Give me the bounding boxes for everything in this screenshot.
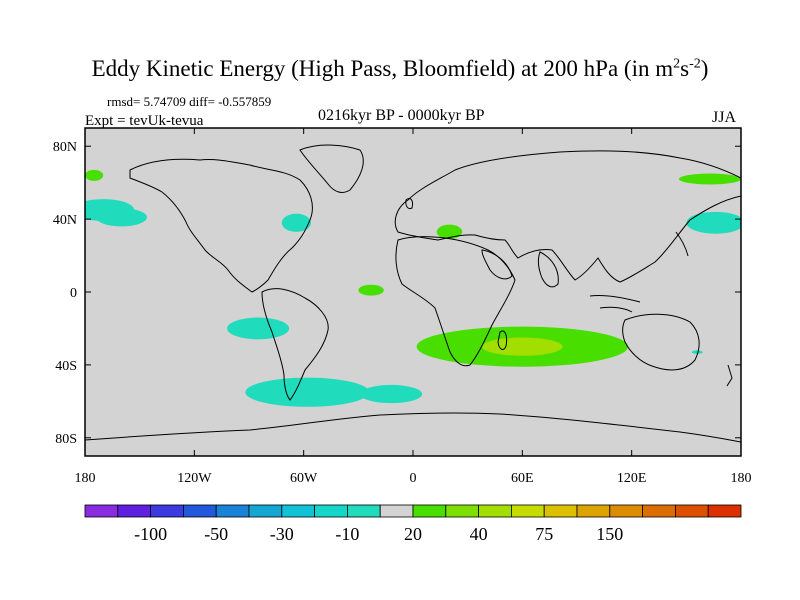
anomaly-region-scandinavia-west bbox=[85, 169, 104, 181]
colorbar-label: 40 bbox=[470, 524, 488, 544]
x-tick-label: 60E bbox=[511, 471, 534, 486]
colorbar-box bbox=[117, 504, 152, 518]
stats-label: rmsd= 5.74709 diff= -0.557859 bbox=[107, 94, 272, 109]
colorbar bbox=[84, 504, 742, 518]
anomaly-region-drake-passage bbox=[245, 377, 370, 407]
colorbar-box bbox=[84, 504, 119, 518]
anomaly-region-south-atlantic bbox=[360, 384, 423, 404]
colorbar-label: 150 bbox=[596, 524, 623, 544]
colorbar-box bbox=[445, 504, 479, 518]
colorbar-box bbox=[675, 504, 709, 518]
anomaly-region-north-atlantic-east-arc bbox=[95, 208, 147, 227]
colorbar-label: 20 bbox=[404, 524, 422, 544]
y-tick-label: 80S bbox=[55, 432, 77, 447]
colorbar-label: -30 bbox=[270, 524, 294, 544]
colorbar-label: 75 bbox=[535, 524, 553, 544]
anomaly-region-australia-east bbox=[691, 350, 703, 354]
title-sup-2: -2 bbox=[689, 56, 701, 72]
anomaly-region-southern-ocean-indian-inner bbox=[482, 337, 563, 356]
colorbar-box bbox=[248, 504, 283, 518]
anomaly-region-east-siberia bbox=[679, 173, 741, 185]
colorbar-box bbox=[182, 504, 217, 518]
experiment-label: Expt = tevUk-tevua bbox=[85, 113, 204, 129]
colorbar-label: -50 bbox=[204, 524, 228, 544]
period-label: 0216kyr BP - 0000kyr BP bbox=[318, 107, 485, 124]
anomaly-region-tropical-atlantic bbox=[358, 284, 384, 296]
colorbar-box bbox=[576, 504, 611, 518]
colorbar-label: -100 bbox=[134, 524, 167, 544]
colorbar-box bbox=[314, 504, 348, 518]
y-tick-label: 40N bbox=[53, 213, 77, 228]
colorbar-box bbox=[281, 504, 315, 518]
season-label: JJA bbox=[712, 109, 737, 126]
y-tick-label: 80N bbox=[53, 140, 77, 155]
x-tick-label: 180 bbox=[75, 471, 96, 486]
title-sup-1: 2 bbox=[673, 56, 681, 72]
anomaly-region-north-pacific bbox=[686, 211, 741, 234]
colorbar-box bbox=[478, 504, 512, 518]
x-tick-label: 60W bbox=[290, 471, 318, 486]
colorbar-labels: -100 -50 -30 -10 20 40 75 150 bbox=[134, 524, 623, 544]
y-tick-label: 0 bbox=[70, 286, 77, 301]
x-tick-label: 120W bbox=[177, 471, 212, 486]
plot-title: Eddy Kinetic Energy (High Pass, Bloomfie… bbox=[0, 56, 800, 82]
anomaly-region-off-us-east-coast bbox=[281, 213, 311, 232]
coastlines bbox=[85, 144, 741, 443]
x-tick-label: 180 bbox=[731, 471, 752, 486]
anomaly-regions bbox=[85, 169, 741, 407]
colorbar-label: -10 bbox=[335, 524, 359, 544]
x-tick-label: 0 bbox=[410, 471, 417, 486]
y-axis-ticks: 80N 40N 0 40S 80S bbox=[53, 140, 741, 447]
anomaly-region-south-pacific-east bbox=[227, 317, 290, 340]
colorbar-box bbox=[346, 504, 381, 518]
colorbar-box bbox=[642, 504, 676, 518]
title-mid: s bbox=[680, 56, 690, 81]
x-tick-label: 120E bbox=[617, 471, 647, 486]
title-close: ) bbox=[700, 56, 709, 81]
title-main: Eddy Kinetic Energy (High Pass, Bloomfie… bbox=[91, 56, 674, 81]
x-axis-ticks: 180 120W 60W 0 60E 120E 180 bbox=[75, 128, 752, 486]
colorbar-box bbox=[379, 504, 414, 518]
anomaly-region-mediterranean bbox=[436, 224, 463, 240]
colorbar-box bbox=[543, 504, 578, 518]
colorbar-box bbox=[412, 504, 447, 518]
colorbar-box bbox=[150, 504, 184, 518]
colorbar-box bbox=[510, 504, 545, 518]
colorbar-box bbox=[707, 504, 742, 518]
y-tick-label: 40S bbox=[55, 359, 77, 374]
colorbar-box bbox=[609, 504, 643, 518]
colorbar-box bbox=[215, 504, 250, 518]
